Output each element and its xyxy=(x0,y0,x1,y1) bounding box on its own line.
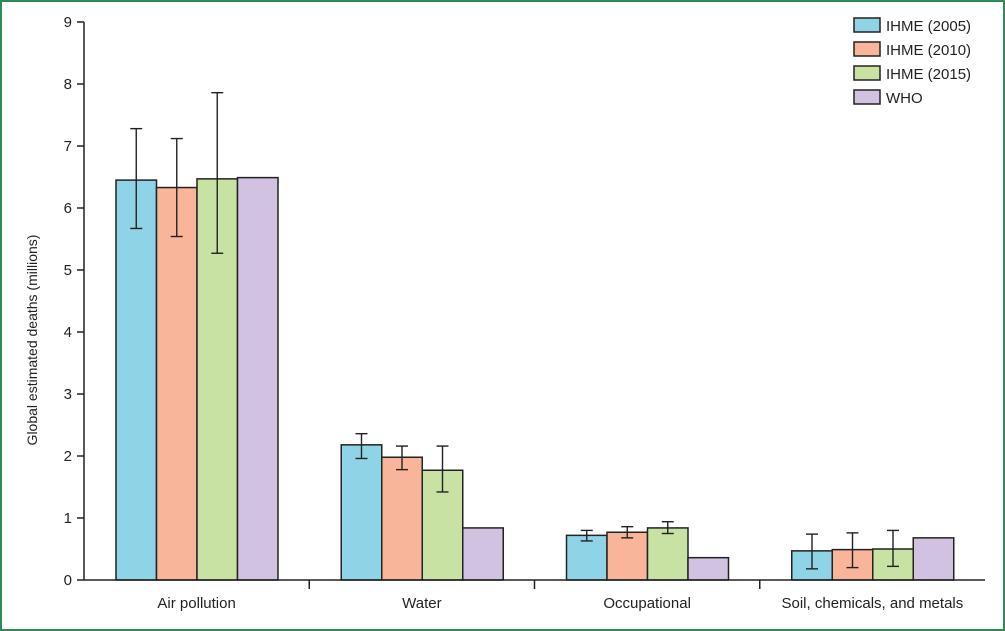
bar xyxy=(462,527,504,581)
error-bar xyxy=(806,533,818,570)
error-bar xyxy=(396,445,408,471)
legend-label: IHME (2015) xyxy=(886,66,971,83)
legend-swatch xyxy=(853,89,881,105)
x-category-label: Soil, chemicals, and metals xyxy=(782,595,964,612)
legend-item: IHME (2010) xyxy=(853,41,971,59)
bar xyxy=(236,176,279,581)
bar xyxy=(565,534,608,581)
bar xyxy=(687,556,730,581)
legend-item: IHME (2005) xyxy=(853,17,971,35)
legend-item: WHO xyxy=(853,89,923,107)
bar xyxy=(912,537,955,581)
error-bar xyxy=(661,521,674,535)
y-tick-label: 6 xyxy=(64,200,72,217)
bar xyxy=(155,186,198,581)
y-tick-label: 8 xyxy=(64,76,72,93)
legend: IHME (2005) IHME (2010) IHME (2015) WHO xyxy=(853,17,971,107)
legend-label: WHO xyxy=(886,90,923,107)
legend-swatch xyxy=(853,65,881,81)
legend-label: IHME (2005) xyxy=(886,18,971,35)
y-ticks: 0 1 2 3 4 5 6 7 8 9 xyxy=(64,14,84,589)
error-bar xyxy=(211,91,224,254)
x-category-label: Water xyxy=(402,595,441,612)
x-category-label: Air pollution xyxy=(157,595,235,612)
error-bar xyxy=(887,529,899,568)
error-bar xyxy=(436,445,449,493)
y-axis-title: Global estimated deaths (millions) xyxy=(24,235,40,446)
error-bar xyxy=(130,127,143,230)
y-tick-label: 4 xyxy=(64,324,72,341)
error-bar xyxy=(170,137,183,238)
y-tick-label: 9 xyxy=(64,14,72,31)
error-bars-layer xyxy=(130,91,899,570)
y-tick-label: 0 xyxy=(64,572,72,589)
y-tick-label: 5 xyxy=(64,262,72,279)
legend-swatch xyxy=(853,17,881,33)
x-category-label: Occupational xyxy=(603,595,691,612)
bars-layer xyxy=(115,176,955,581)
y-tick-label: 2 xyxy=(64,448,72,465)
legend-item: IHME (2015) xyxy=(853,65,971,83)
y-tick-label: 1 xyxy=(64,510,72,527)
error-bar xyxy=(846,532,859,569)
y-tick-label: 3 xyxy=(64,386,72,403)
y-tick-label: 7 xyxy=(64,138,72,155)
error-bar xyxy=(621,525,634,539)
bar xyxy=(606,531,649,581)
legend-swatch xyxy=(853,41,881,57)
error-bar xyxy=(580,529,593,542)
x-category-labels: Air pollution Water Occupational Soil, chem… xyxy=(157,580,963,612)
bar xyxy=(340,444,383,581)
bar xyxy=(381,456,423,581)
bar xyxy=(646,527,689,581)
bar xyxy=(115,179,158,581)
legend-label: IHME (2010) xyxy=(886,42,971,59)
error-bar xyxy=(355,432,368,460)
